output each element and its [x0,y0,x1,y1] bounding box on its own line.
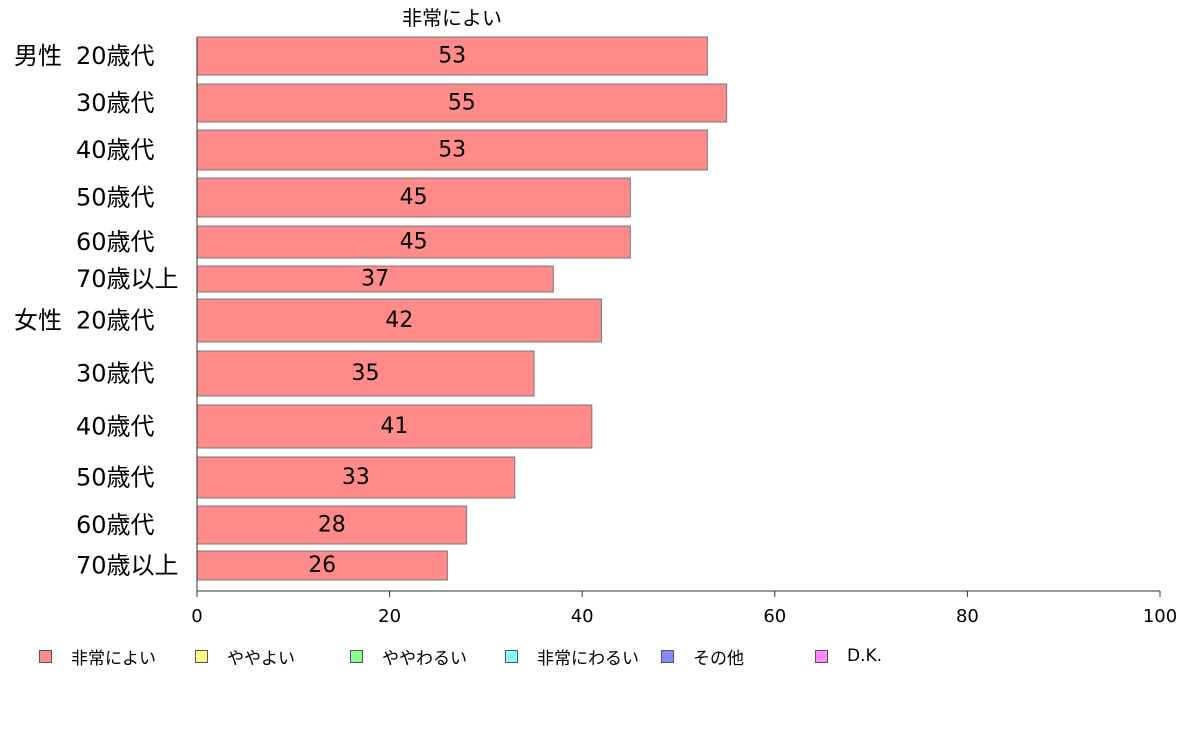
legend-swatch [505,649,518,663]
bar-value-label: 42 [385,308,413,333]
group-label: 女性 [14,307,62,335]
bar [196,36,708,76]
x-tick-label: 80 [956,606,979,627]
legend-label: ややわるい [382,648,467,669]
category-label: 60歳代 [76,511,155,539]
legend-label: D.K. [847,646,883,666]
category-label: 70歳以上 [76,265,179,293]
legend-item: 非常によい [39,643,156,669]
category-label: 70歳以上 [76,552,179,580]
category-label: 50歳代 [76,464,155,492]
bar-value-label: 45 [400,185,428,210]
legend-label: その他 [693,648,744,669]
legend-label: 非常によい [71,648,156,669]
bar-value-label: 37 [361,267,389,292]
category-label: 40歳代 [76,413,155,441]
bars-layer: 53 55 53 45 45 37 42 35 41 33 28 26 [196,36,728,581]
bar [196,456,516,499]
bar [196,225,631,259]
bar [196,83,728,123]
category-label: 60歳代 [76,228,155,256]
legend: 非常によい ややよい ややわるい 非常にわるい その他 D.K. [0,643,1188,669]
bar-chart: 非常によい 53 55 53 45 45 37 42 35 41 33 28 26 20歳代 30歳代 4… [14,6,1177,627]
legend-label: 非常にわるい [537,648,639,669]
bar-value-label: 35 [352,361,380,386]
x-tick-label: 100 [1143,606,1177,627]
chart-title: 非常によい [402,6,502,30]
category-label: 40歳代 [76,136,155,164]
bar-value-label: 53 [438,44,466,69]
legend-swatch [815,649,828,663]
category-label: 30歳代 [76,360,155,388]
category-label: 20歳代 [76,307,155,335]
x-axis: 0 20 40 60 80 100 [191,37,1177,627]
bar [196,129,708,171]
legend-item: ややわるい [350,643,467,669]
legend-item: その他 [661,643,744,669]
legend-swatch [39,649,52,663]
group-label: 男性 [14,42,62,70]
legend-swatch [661,649,674,663]
bar-value-label: 55 [448,91,476,116]
category-label: 50歳代 [76,184,155,212]
bar [196,298,602,343]
legend-label: ややよい [227,648,295,669]
category-label: 30歳代 [76,89,155,117]
legend-swatch [195,649,208,663]
legend-item: 非常にわるい [505,643,639,669]
bar-value-label: 41 [380,414,408,439]
bar [196,505,468,545]
category-labels-layer: 20歳代 30歳代 40歳代 50歳代 60歳代 70歳以上 20歳代 30歳代 40歳代 50歳… [14,42,179,580]
x-tick-label: 40 [571,606,594,627]
bar-value-label: 33 [342,465,370,490]
bar-value-label: 53 [438,138,466,163]
bar [196,177,631,218]
bar-value-label: 26 [308,553,336,578]
bar-value-label: 45 [400,230,428,255]
x-tick-label: 60 [763,606,786,627]
legend-item: D.K. [815,643,882,669]
x-tick-label: 0 [191,606,202,627]
legend-swatch [350,649,363,663]
bar [196,550,448,581]
legend-item: ややよい [195,643,295,669]
x-tick-label: 20 [378,606,401,627]
category-label: 20歳代 [76,42,155,70]
bar-value-label: 28 [318,513,346,538]
